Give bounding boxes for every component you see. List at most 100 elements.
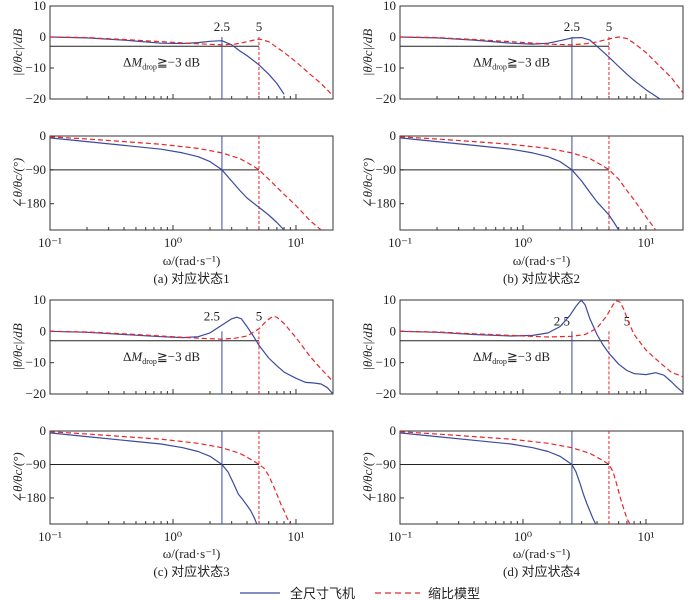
bode-panel-b: 10 0 −10 −20|θ/θc|/dB 2.5 5 ΔMdrop≧−3 dB 0 −90 −1…	[360, 0, 684, 286]
y-axis-label: |θ/θc|/dB	[10, 323, 25, 370]
y-tick-label: −180	[369, 490, 396, 505]
y-tick-label: −20	[26, 91, 46, 106]
series-scaled-magnitude	[400, 300, 683, 378]
y-tick-label: 0	[390, 423, 397, 438]
series-group	[400, 300, 683, 393]
x-tick-label: 10⁰	[164, 235, 182, 250]
marker-label: 2.5	[204, 308, 220, 323]
x-tick-label: 10¹	[288, 529, 305, 544]
marker-label: 5	[606, 19, 613, 34]
plot-frame	[49, 5, 334, 100]
legend-label-full-scale: 全尺寸飞机	[290, 586, 355, 600]
bode-panel-d: 10 0 −10 −20 |θ/θc|/dB 2.5 5 ΔMdrop≧−3 dB 0 −90 −1…	[360, 292, 684, 579]
marker-label: 2.5	[564, 19, 580, 34]
x-tick-label: 10⁻¹	[38, 529, 62, 544]
y-tick-label: −90	[26, 456, 46, 471]
y-tick-label: −20	[376, 386, 396, 401]
y-tick-label: 10	[33, 292, 46, 307]
phase-plot: 0 −90 −180∠θ/θc/(°) 10⁻¹ 10⁰ 10¹	[10, 423, 334, 544]
x-axis-label: ω/(rad·s⁻¹)	[163, 253, 221, 268]
y-axis-label: ∠θ/θc/(°)	[360, 158, 375, 209]
y-axis-label: ∠θ/θc/(°)	[360, 452, 375, 503]
series-group	[50, 136, 322, 230]
bode-panel-a: 10 0 −10 −20|θ/θc|/dB 2.5 5 ΔMdrop≧−3 dB 0 −90 −1…	[10, 0, 334, 286]
legend-label-scaled: 缩比模型	[428, 586, 480, 600]
y-axis-label: ∠θ/θc/(°)	[10, 452, 25, 503]
y-tick-label: −10	[26, 355, 46, 370]
phase-plot: 0 −90 −180∠θ/θc/(°) 10⁻¹ 10⁰ 10¹	[10, 128, 334, 250]
y-tick-label: 0	[390, 128, 397, 143]
plot-frame	[49, 430, 334, 525]
series-group	[50, 431, 291, 524]
plot-frame	[49, 299, 334, 395]
y-tick-label: −180	[369, 196, 396, 211]
x-axis-label: ω/(rad·s⁻¹)	[513, 253, 571, 268]
y-tick-label: 10	[383, 292, 396, 307]
x-tick-label: 10¹	[638, 235, 655, 250]
phase-plot: 0 −90 −180∠θ/θc/(°) 10⁻¹ 10⁰ 10¹	[360, 423, 684, 544]
series-full-scale-magnitude	[400, 300, 683, 393]
delta-m-drop-annotation: ΔMdrop≧−3 dB	[473, 349, 550, 366]
magnitude-plot: 10 0 −10 −20|θ/θc|/dB 2.5 5 ΔMdrop≧−3 dB	[10, 0, 334, 106]
y-tick-label: −90	[26, 162, 46, 177]
y-axis-label: |θ/θc|/dB	[360, 323, 375, 370]
series-full-scale-phase	[400, 137, 620, 230]
y-tick-label: 0	[390, 29, 397, 44]
x-tick-label: 10⁰	[514, 529, 532, 544]
marker-label: 5	[256, 19, 263, 34]
delta-m-drop-annotation: ΔMdrop≧−3 dB	[123, 54, 200, 71]
series-group	[50, 36, 333, 97]
y-tick-label: −90	[376, 162, 396, 177]
y-tick-label: −20	[26, 386, 46, 401]
marker-label: 5	[624, 313, 631, 328]
phase-plot: 0 −90 −180∠θ/θc/(°) 10⁻¹ 10⁰ 10¹	[360, 128, 684, 250]
delta-m-drop-annotation: ΔMdrop≧−3 dB	[473, 54, 550, 71]
x-tick-label: 10¹	[638, 529, 655, 544]
x-tick-label: 10⁻¹	[38, 235, 62, 250]
x-tick-label: 10⁰	[164, 529, 182, 544]
series-scaled-magnitude	[400, 36, 683, 94]
x-tick-label: 10⁻¹	[388, 235, 412, 250]
y-tick-label: 10	[33, 0, 46, 13]
series-scaled-magnitude	[50, 315, 333, 382]
delta-m-drop-annotation: ΔMdrop≧−3 dB	[123, 349, 200, 366]
series-full-scale-magnitude	[50, 36, 285, 95]
panel-caption: (a) 对应状态1	[153, 271, 229, 286]
y-axis-label: ∠θ/θc/(°)	[10, 158, 25, 209]
series-full-scale-phase	[50, 432, 258, 524]
plot-frame	[49, 135, 334, 231]
x-tick-label: 10⁰	[514, 235, 532, 250]
y-axis-label: |θ/θc|/dB	[10, 29, 25, 76]
series-full-scale-magnitude	[50, 316, 333, 394]
marker-label: 2.5	[554, 313, 570, 328]
y-tick-label: −10	[26, 60, 46, 75]
x-axis-label: ω/(rad·s⁻¹)	[513, 546, 571, 561]
bode-panel-c: 10 0 −10 −20 |θ/θc|/dB 2.5 5 ΔMdrop≧−3 dB 0 −90 −1…	[10, 292, 334, 579]
panel-caption: (c) 对应状态3	[153, 564, 229, 579]
panel-caption: (d) 对应状态4	[503, 564, 580, 579]
marker-label: 2.5	[214, 19, 230, 34]
y-tick-label: −180	[19, 490, 46, 505]
series-scaled-phase	[50, 431, 291, 524]
series-group	[400, 136, 657, 230]
y-tick-label: −10	[376, 60, 396, 75]
series-scaled-phase	[400, 431, 631, 524]
y-tick-label: −20	[376, 91, 396, 106]
plot-frame	[399, 5, 684, 100]
y-tick-label: 0	[40, 323, 47, 338]
series-group	[50, 315, 333, 394]
y-tick-label: 0	[40, 29, 47, 44]
x-axis-label: ω/(rad·s⁻¹)	[163, 546, 221, 561]
y-tick-label: −10	[376, 355, 396, 370]
x-tick-label: 10¹	[288, 235, 305, 250]
y-tick-label: 0	[40, 128, 47, 143]
plot-frame	[399, 299, 684, 395]
y-tick-label: 0	[40, 423, 47, 438]
y-tick-label: −90	[376, 456, 396, 471]
series-scaled-phase	[50, 136, 322, 230]
x-tick-label: 10⁻¹	[388, 529, 412, 544]
